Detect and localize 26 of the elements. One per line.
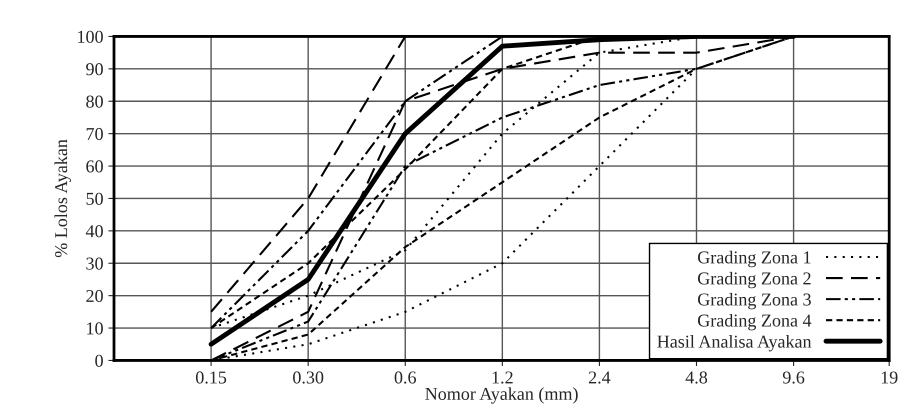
y-tick-label: 40 — [86, 225, 103, 238]
y-tick-label: 100 — [78, 30, 103, 43]
x-tick-label: 0.15 — [196, 371, 226, 384]
y-tick-label: 30 — [86, 258, 103, 270]
y-tick-label: 90 — [86, 63, 103, 76]
y-tick-label: 10 — [87, 322, 103, 334]
legend-label: Grading Zona 3 — [698, 292, 811, 310]
x-axis-title: Nomor Ayakan (mm) — [425, 387, 578, 404]
y-tick-label: 80 — [86, 96, 103, 108]
y-tick-label: 70 — [86, 128, 103, 140]
legend-label: Hasil Analisa Ayakan — [657, 334, 812, 352]
y-tick-label: 0 — [95, 354, 103, 367]
x-tick-label: 0.30 — [293, 371, 324, 384]
x-tick-label: 0.6 — [394, 371, 416, 384]
y-tick-label: 20 — [86, 290, 103, 302]
x-tick-label: 9.6 — [782, 371, 804, 384]
y-tick-label: 50 — [86, 192, 103, 205]
x-tick-label: 19 — [882, 371, 898, 384]
x-tick-label: 1.2 — [492, 371, 513, 384]
legend-label: Grading Zona 4 — [698, 314, 812, 330]
legend-label: Grading Zona 1 — [698, 250, 810, 268]
legend-label: Grading Zona 2 — [698, 272, 811, 288]
y-tick-label: 60 — [86, 160, 103, 172]
x-tick-label: 2.4 — [588, 371, 610, 384]
y-axis-title: % Lolos Ayakan — [54, 139, 71, 258]
x-tick-label: 4.8 — [686, 371, 708, 384]
